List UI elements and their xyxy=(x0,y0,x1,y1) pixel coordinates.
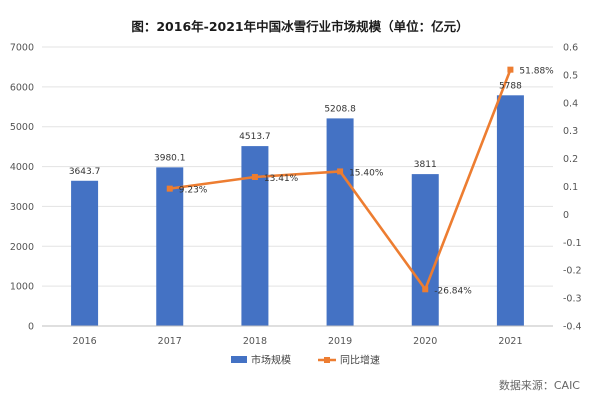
right-axis: -0.4 -0.3 -0.2 -0.1 0 0.1 0.2 0.3 0.4 0.5 0.6 xyxy=(563,43,582,333)
line-point xyxy=(422,286,429,293)
bar xyxy=(156,167,184,326)
bar xyxy=(326,118,354,326)
line-series xyxy=(166,66,514,293)
line-point xyxy=(507,66,514,73)
bar-value-label: 5788 xyxy=(499,81,522,91)
left-tick-label: 0 xyxy=(28,322,34,333)
right-tick-label: 0.3 xyxy=(563,126,578,137)
x-tick-label: 2019 xyxy=(328,336,352,347)
x-axis: 2016 2017 2018 2019 2020 2021 xyxy=(42,325,553,347)
bar-value-label: 3980.1 xyxy=(154,153,186,163)
bar-value-label: 5208.8 xyxy=(324,104,356,114)
left-tick-label: 5000 xyxy=(10,122,34,133)
gridlines xyxy=(42,46,553,287)
right-tick-label: -0.1 xyxy=(563,238,582,249)
line-value-label: 9.23% xyxy=(179,186,208,196)
right-tick-label: 0 xyxy=(563,210,569,221)
chart-title: 图：2016年-2021年中国冰雪行业市场规模（单位：亿元） xyxy=(131,19,468,34)
x-tick-label: 2017 xyxy=(158,336,182,347)
left-tick-label: 6000 xyxy=(10,82,34,93)
bar xyxy=(411,174,439,326)
right-tick-label: -0.3 xyxy=(563,294,582,305)
bar-value-label: 4513.7 xyxy=(239,132,271,142)
right-tick-label: 0.2 xyxy=(563,154,578,165)
x-tick-label: 2018 xyxy=(243,336,267,347)
left-tick-label: 7000 xyxy=(10,43,34,54)
source-note: 数据来源：CAIC xyxy=(499,378,580,392)
left-axis: 0 1000 2000 3000 4000 5000 6000 7000 xyxy=(10,43,34,333)
x-tick-label: 2020 xyxy=(413,336,437,347)
bar-value-label: 3643.7 xyxy=(69,167,101,177)
bar-value-label: 3811 xyxy=(414,160,437,170)
right-tick-label: 0.4 xyxy=(563,98,578,109)
line-value-label: 13.41% xyxy=(264,174,299,184)
bar xyxy=(496,95,524,326)
line-point xyxy=(251,173,258,180)
line-point xyxy=(337,168,344,175)
line-point xyxy=(166,185,173,192)
line-value-label: 51.88% xyxy=(519,67,554,77)
bar xyxy=(71,180,99,326)
legend-swatch-bar xyxy=(231,356,247,363)
legend: 市场规模 同比增速 xyxy=(231,354,380,367)
left-tick-label: 4000 xyxy=(10,162,34,173)
legend-marker-line xyxy=(324,357,330,363)
right-tick-label: -0.2 xyxy=(563,266,582,277)
right-tick-label: -0.4 xyxy=(563,322,582,333)
data-labels: 3643.7 3980.1 4513.7 5208.8 3811 5788 9.23% 13.… xyxy=(69,67,554,297)
right-tick-label: 0.6 xyxy=(563,43,578,54)
left-tick-label: 2000 xyxy=(10,242,34,253)
line-value-label: -26.84% xyxy=(434,286,472,296)
left-tick-label: 1000 xyxy=(10,282,34,293)
x-tick-label: 2021 xyxy=(498,336,522,347)
x-tick-label: 2016 xyxy=(72,336,96,347)
legend-label-bar: 市场规模 xyxy=(251,354,291,367)
right-tick-label: 0.5 xyxy=(563,70,578,81)
legend-label-line: 同比增速 xyxy=(340,354,380,367)
line-value-label: 15.40% xyxy=(349,168,384,178)
bar-series xyxy=(71,95,524,326)
right-tick-label: 0.1 xyxy=(563,182,578,193)
left-tick-label: 3000 xyxy=(10,202,34,213)
